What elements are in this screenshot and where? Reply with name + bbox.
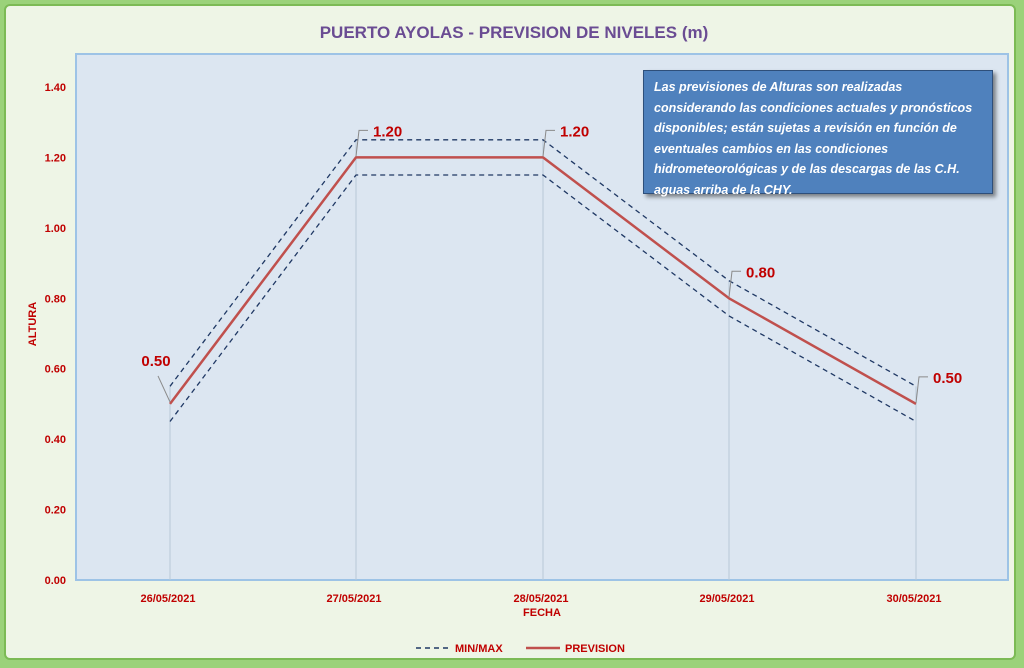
series-layer [169, 139, 917, 423]
y-axis: 0.00 0.20 0.40 0.60 0.80 1.00 1.20 1.40 [45, 82, 66, 587]
x-tick-label: 30/05/2021 [886, 593, 941, 605]
data-label-leader [728, 270, 741, 298]
x-tick-label: 27/05/2021 [326, 593, 381, 605]
x-axis: 26/05/2021 27/05/2021 28/05/2021 29/05/2021… [140, 593, 941, 605]
data-label-leader [355, 129, 368, 157]
data-label-leader [915, 376, 928, 403]
x-tick-label: 29/05/2021 [699, 593, 754, 605]
legend: MIN/MAX PREVISION [416, 643, 625, 655]
drop-lines [169, 139, 917, 580]
min-max-max-line [169, 139, 917, 387]
data-label-leader [157, 375, 171, 403]
x-tick-label: 28/05/2021 [513, 593, 568, 605]
data-label: 0.50 [933, 370, 962, 387]
chart-frame: PUERTO AYOLAS - PREVISION DE NIVELES (m)… [4, 4, 1016, 660]
y-axis-label: ALTURA [27, 302, 39, 346]
prevision-line [169, 156, 917, 405]
y-tick-label: 1.00 [45, 223, 66, 235]
note-text: Las previsiones de Alturas son realizada… [654, 80, 973, 197]
data-label-leader [542, 129, 555, 157]
y-tick-label: 0.40 [45, 434, 66, 446]
legend-prevision-label: PREVISION [565, 643, 625, 655]
legend-minmax-label: MIN/MAX [455, 643, 503, 655]
y-tick-label: 1.20 [45, 152, 66, 164]
y-tick-label: 0.80 [45, 293, 66, 305]
y-tick-label: 0.60 [45, 364, 66, 376]
y-tick-label: 0.20 [45, 505, 66, 517]
x-tick-label: 26/05/2021 [140, 593, 195, 605]
chart-title: PUERTO AYOLAS - PREVISION DE NIVELES (m) [320, 23, 709, 42]
note-box: Las previsiones de Alturas son realizada… [643, 70, 993, 197]
x-axis-label: FECHA [523, 607, 561, 619]
y-tick-label: 0.00 [45, 575, 66, 587]
data-label: 0.80 [746, 264, 775, 281]
data-label-layer: 0.50 1.20 1.20 0.80 0.50 [141, 123, 962, 403]
y-tick-label: 1.40 [45, 82, 66, 94]
data-label: 0.50 [141, 353, 170, 370]
data-label: 1.20 [560, 123, 589, 140]
data-label: 1.20 [373, 123, 402, 140]
min-max-min-line [169, 174, 917, 423]
